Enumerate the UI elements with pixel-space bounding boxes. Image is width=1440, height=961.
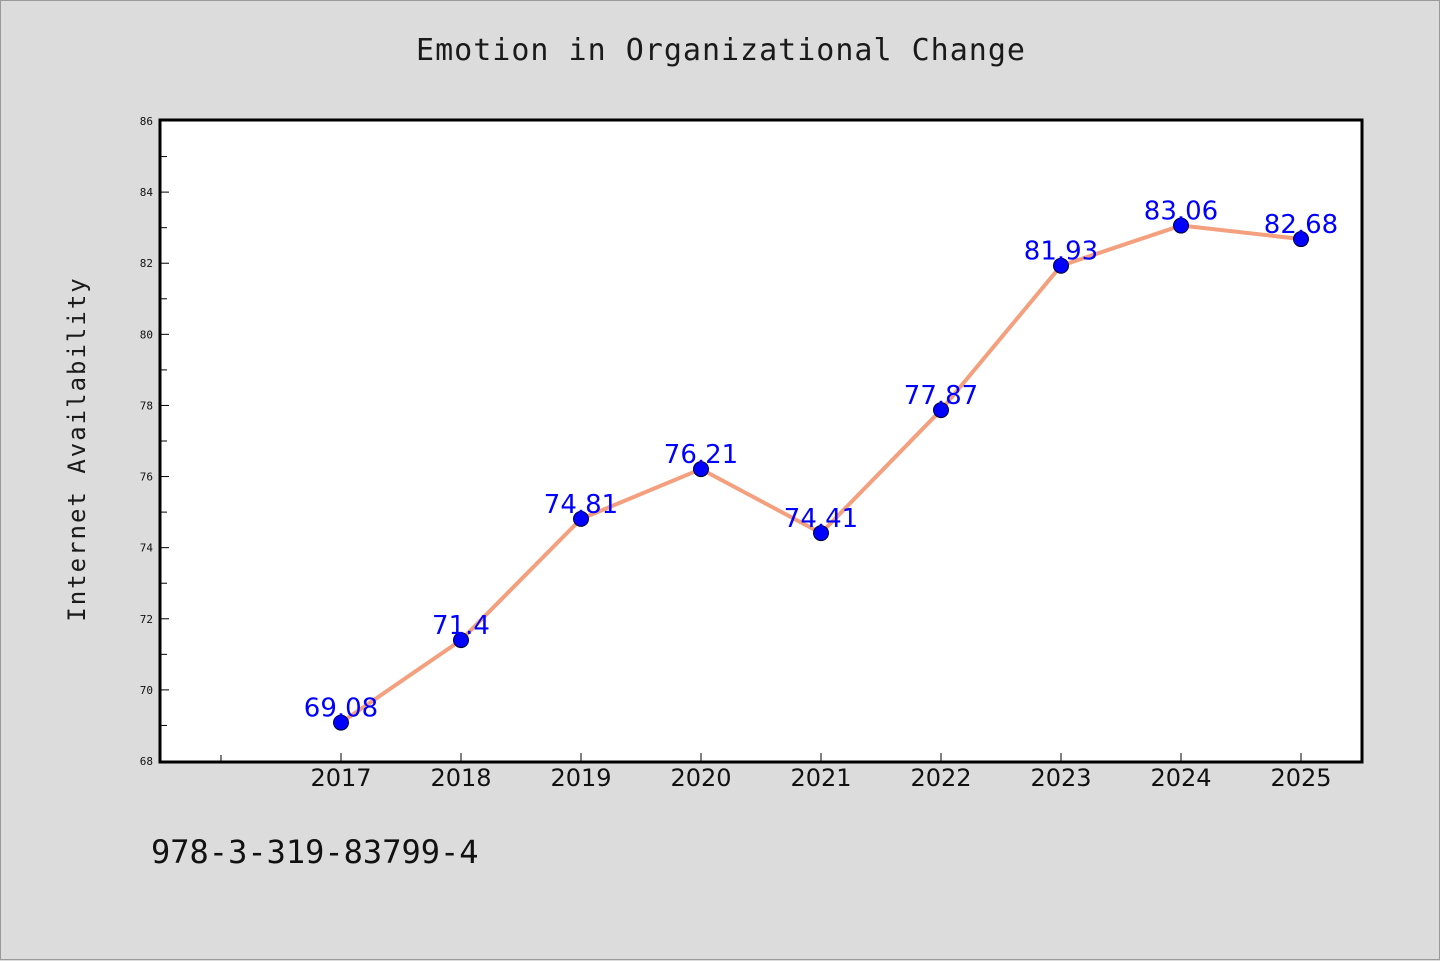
data-point (693, 461, 709, 478)
y-tick-label: 86 (140, 115, 153, 128)
plot-area (158, 118, 1364, 764)
y-tick-label: 82 (140, 257, 153, 270)
data-point (453, 632, 469, 649)
x-tick-label: 2025 (1270, 764, 1331, 792)
x-tick-label: 2017 (310, 764, 371, 792)
data-label: 69.08 (304, 694, 378, 724)
data-label: 76.21 (664, 440, 738, 470)
x-tick-label: 2023 (1030, 764, 1091, 792)
data-label: 74.81 (544, 490, 618, 520)
y-tick-label: 68 (140, 755, 153, 768)
data-point (813, 525, 829, 542)
y-tick-label: 76 (140, 471, 153, 484)
y-tick-label: 78 (140, 399, 153, 412)
data-label: 81.93 (1024, 237, 1098, 267)
y-tick-label: 72 (140, 613, 153, 626)
data-label: 74.41 (784, 504, 858, 534)
chart-title: Emotion in Organizational Change (416, 33, 1026, 68)
y-axis-ticks: 68 70 72 74 76 78 80 82 84 86 (140, 115, 169, 768)
y-tick-label: 84 (140, 186, 154, 199)
x-tick-label: 2024 (1150, 764, 1211, 792)
data-point (1053, 257, 1069, 274)
footer-code: 978-3-319-83799-4 (151, 833, 479, 871)
data-point (573, 510, 589, 527)
x-tick-label: 2019 (550, 764, 611, 792)
y-tick-label: 80 (140, 328, 153, 341)
data-label: 77.87 (904, 381, 978, 411)
x-tick-label: 2021 (790, 764, 851, 792)
y-tick-label: 70 (140, 684, 153, 697)
series-markers (333, 217, 1309, 731)
x-tick-label: 2018 (430, 764, 491, 792)
data-point (1293, 231, 1309, 248)
y-tick-label: 74 (140, 542, 154, 555)
data-label: 83.06 (1144, 197, 1218, 227)
x-tick-label: 2022 (910, 764, 971, 792)
data-label: 82.68 (1264, 210, 1338, 240)
data-point (333, 714, 349, 731)
x-axis-ticks: 2017 2018 2019 2020 2021 2022 2023 2024 2025 (220, 753, 1332, 792)
data-point (1173, 217, 1189, 234)
data-label: 71.4 (432, 611, 490, 641)
x-tick-label: 2020 (670, 764, 731, 792)
data-labels: 69.08 71.4 74.81 76.21 74.41 77.87 81.93 83.06 8… (304, 197, 1338, 724)
data-point (933, 402, 949, 419)
